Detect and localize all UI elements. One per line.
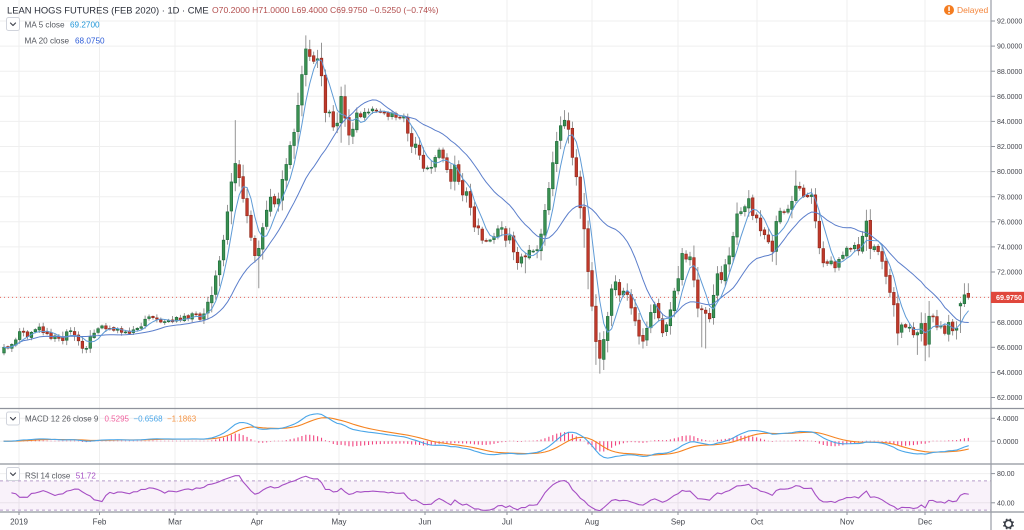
svg-text:69.9750: 69.9750 [996, 293, 1022, 302]
svg-text:68.0750: 68.0750 [75, 36, 105, 45]
svg-text:90.0000: 90.0000 [997, 44, 1022, 51]
svg-text:78.0000: 78.0000 [997, 194, 1022, 201]
svg-text:4.0000: 4.0000 [997, 416, 1019, 423]
svg-text:Aug: Aug [585, 518, 599, 527]
svg-text:Jun: Jun [419, 518, 432, 527]
svg-text:Nov: Nov [840, 518, 854, 527]
svg-text:−0.6568: −0.6568 [133, 415, 163, 424]
svg-text:88.0000: 88.0000 [997, 69, 1022, 76]
svg-text:Apr: Apr [251, 518, 264, 527]
svg-text:2019: 2019 [10, 518, 28, 527]
svg-text:Jul: Jul [502, 518, 512, 527]
svg-text:68.0000: 68.0000 [997, 320, 1022, 327]
svg-text:51.72: 51.72 [76, 471, 97, 480]
svg-text:0.5295: 0.5295 [105, 415, 130, 424]
svg-text:84.0000: 84.0000 [997, 119, 1022, 126]
svg-text:LEAN HOGS FUTURES (FEB 2020) ·: LEAN HOGS FUTURES (FEB 2020) · 1D · CME [7, 5, 209, 16]
svg-text:O70.2000 H71.0000 L69.4000 C69: O70.2000 H71.0000 L69.4000 C69.9750 −0.5… [212, 5, 439, 15]
svg-text:Delayed: Delayed [957, 5, 988, 15]
svg-text:62.0000: 62.0000 [997, 395, 1022, 402]
svg-text:76.0000: 76.0000 [997, 219, 1022, 226]
svg-text:MA 20 close: MA 20 close [25, 36, 70, 45]
svg-text:Feb: Feb [93, 518, 107, 527]
svg-text:86.0000: 86.0000 [997, 94, 1022, 101]
svg-text:40.00: 40.00 [997, 500, 1015, 507]
svg-text:MACD 12 26 close 9: MACD 12 26 close 9 [25, 415, 99, 424]
svg-text:64.0000: 64.0000 [997, 370, 1022, 377]
svg-text:Dec: Dec [918, 518, 932, 527]
svg-text:Sep: Sep [671, 518, 686, 527]
svg-text:80.00: 80.00 [997, 471, 1015, 478]
svg-text:69.2700: 69.2700 [70, 20, 100, 29]
svg-text:0.0000: 0.0000 [997, 439, 1019, 446]
svg-text:MA 5 close: MA 5 close [25, 20, 65, 29]
svg-text:RSI 14 close: RSI 14 close [25, 471, 71, 480]
svg-text:Oct: Oct [751, 518, 764, 527]
svg-text:Mar: Mar [168, 518, 182, 527]
svg-text:82.0000: 82.0000 [997, 144, 1022, 151]
svg-text:May: May [331, 518, 346, 527]
svg-text:−1.1863: −1.1863 [167, 415, 197, 424]
svg-text:66.0000: 66.0000 [997, 345, 1022, 352]
svg-text:80.0000: 80.0000 [997, 169, 1022, 176]
svg-text:92.0000: 92.0000 [997, 19, 1022, 26]
svg-text:74.0000: 74.0000 [997, 245, 1022, 252]
svg-text:72.0000: 72.0000 [997, 270, 1022, 277]
